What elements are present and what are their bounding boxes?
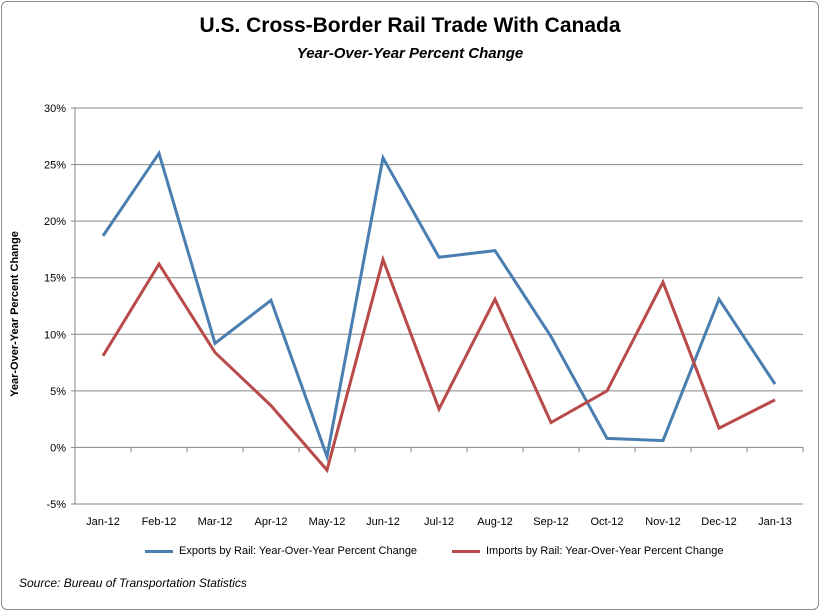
x-tick-label: Oct-12: [590, 516, 623, 528]
y-tick-label: 30%: [44, 103, 66, 115]
x-tick-label: Jan-12: [86, 516, 120, 528]
y-tick-label: 20%: [44, 216, 66, 228]
x-tick-label: Jan-13: [758, 516, 792, 528]
gridlines: [75, 107, 803, 392]
x-tick-label: Mar-12: [198, 516, 233, 528]
x-tick-label: Nov-12: [645, 516, 680, 528]
y-tick-label: -5%: [46, 499, 66, 511]
series-line-imports: [101, 254, 776, 474]
y-tick-label: 10%: [44, 329, 66, 341]
axes: [71, 107, 804, 505]
legend-label-imports: Imports by Rail: Year-Over-Year Percent …: [486, 545, 724, 557]
chart-subtitle: Year-Over-Year Percent Change: [296, 45, 524, 62]
x-tick-label: Aug-12: [477, 516, 512, 528]
chart-title: U.S. Cross-Border Rail Trade With Canada: [199, 14, 621, 37]
y-tick-label: 15%: [44, 273, 66, 285]
series-line-exports: [101, 149, 777, 463]
legend-item-exports: Exports by Rail: Year-Over-Year Percent …: [145, 545, 417, 557]
source-note: Source: Bureau of Transportation Statist…: [19, 576, 247, 590]
series-lines: [101, 149, 777, 474]
legend-swatch-exports: [145, 549, 173, 553]
legend-label-exports: Exports by Rail: Year-Over-Year Percent …: [179, 545, 418, 557]
x-tick-label: Sep-12: [533, 516, 568, 528]
tick-labels: -5% 0% 5% 10% 15% 20% 25% 30% Jan-12 Feb-12 Mar-12…: [44, 103, 792, 528]
y-tick-label: 5%: [50, 386, 66, 398]
x-tick-label: Feb-12: [142, 516, 177, 528]
x-tick-label: Jul-12: [424, 516, 454, 528]
x-tick-label: Apr-12: [254, 516, 287, 528]
legend-swatch-imports: [452, 549, 480, 553]
legend: Exports by Rail: Year-Over-Year Percent …: [0, 545, 820, 563]
legend-item-imports: Imports by Rail: Year-Over-Year Percent …: [452, 545, 723, 557]
x-tick-label: May-12: [309, 516, 346, 528]
y-tick-label: 0%: [50, 442, 66, 454]
x-tick-label: Jun-12: [366, 516, 400, 528]
y-tick-label: 25%: [44, 160, 66, 172]
x-tick-label: Dec-12: [701, 516, 736, 528]
